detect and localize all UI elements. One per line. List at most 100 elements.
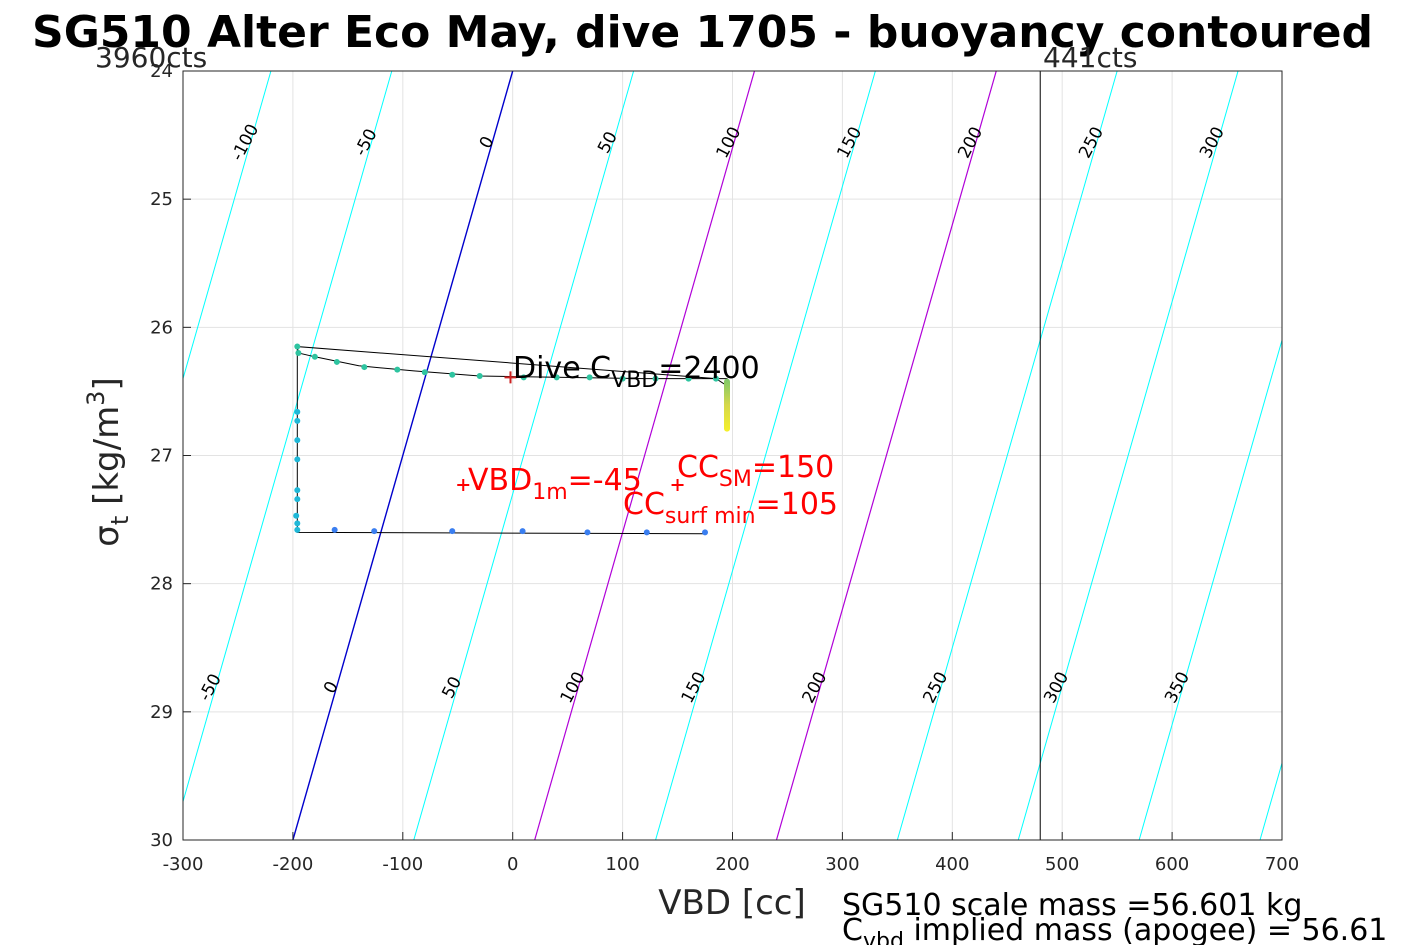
contour-line bbox=[534, 71, 756, 840]
climb-point bbox=[449, 528, 456, 535]
footer-c: C bbox=[842, 913, 863, 945]
climb-point bbox=[702, 529, 709, 536]
climb-point bbox=[293, 512, 300, 519]
descent-point bbox=[476, 373, 483, 380]
annotation-cc-surf-min: CCsurf min=105 bbox=[623, 487, 838, 529]
descent-point bbox=[333, 358, 340, 365]
ann-ccsurf-sub: surf min bbox=[665, 504, 756, 529]
x-tick-label: -300 bbox=[163, 854, 204, 875]
data-points bbox=[293, 343, 731, 536]
chart-title: SG510 Alter Eco May, dive 1705 - buoyanc… bbox=[32, 7, 1373, 58]
ann-dive-sub: VBD bbox=[611, 368, 658, 393]
annotation-dive-cvbd: Dive CVBD=2400 bbox=[513, 351, 760, 393]
contour-line bbox=[655, 71, 876, 840]
x-tick-label: 0 bbox=[507, 854, 518, 875]
descent-point bbox=[311, 353, 318, 360]
y-tick-label: 30 bbox=[150, 830, 173, 851]
y-tick-label: 28 bbox=[150, 574, 173, 595]
y-label-sup: 3 bbox=[82, 391, 110, 406]
plus-marker bbox=[504, 371, 517, 384]
x-tick-label: 100 bbox=[605, 854, 639, 875]
footer-implied: implied mass (apogee) = 56.61 bbox=[904, 913, 1388, 945]
climb-point bbox=[294, 408, 301, 415]
ann-vbd-pre: VBD bbox=[468, 463, 532, 498]
y-tick-label: 27 bbox=[150, 446, 173, 467]
descent-point bbox=[685, 375, 692, 382]
ann-vbd-post: =-45 bbox=[568, 463, 642, 498]
dive-path-line bbox=[296, 346, 728, 535]
y-tick-label: 24 bbox=[150, 61, 173, 82]
descent-point bbox=[520, 374, 527, 381]
contour-line bbox=[775, 71, 997, 840]
ann-ccsm-pre: CC bbox=[677, 450, 719, 485]
plus-marker bbox=[457, 478, 470, 491]
ann-ccsurf-post: =105 bbox=[756, 487, 838, 522]
apogee-segment bbox=[724, 378, 731, 432]
contour-line bbox=[1017, 71, 1239, 840]
y-label-sigma: σ bbox=[87, 525, 127, 547]
climb-point bbox=[294, 487, 301, 494]
descent-point bbox=[553, 374, 560, 381]
climb-point bbox=[294, 456, 301, 463]
descent-point bbox=[295, 349, 302, 356]
footer-implied-mass: Cvbd implied mass (apogee) = 56.61 bbox=[842, 913, 1387, 945]
annotation-vbd-1m: VBD1m=-45 bbox=[468, 463, 642, 505]
x-tick-label: 400 bbox=[935, 854, 969, 875]
footer-scale-mass: SG510 scale mass =56.601 kg bbox=[842, 888, 1302, 923]
x-tick-label: -200 bbox=[272, 854, 313, 875]
ann-dive-post: =2400 bbox=[658, 351, 759, 386]
x-axis-label: VBD [cc] bbox=[658, 883, 806, 923]
descent-point bbox=[394, 366, 401, 373]
x-tick-label: -100 bbox=[382, 854, 423, 875]
ann-dive-pre: Dive C bbox=[513, 351, 611, 386]
ann-ccsurf-pre: CC bbox=[623, 487, 665, 522]
climb-point bbox=[371, 528, 378, 535]
y-tick-label: 26 bbox=[150, 317, 173, 338]
climb-point bbox=[643, 529, 650, 536]
climb-point bbox=[331, 526, 338, 533]
footer-c-sub: vbd bbox=[863, 929, 904, 945]
descent-point bbox=[361, 364, 368, 371]
descent-point bbox=[619, 375, 626, 382]
ann-vbd-sub: 1m bbox=[532, 480, 567, 505]
y-axis-label: σt [kg/m3] bbox=[82, 377, 134, 546]
climb-point bbox=[294, 417, 301, 424]
contour-line bbox=[0, 71, 150, 840]
contour-line bbox=[183, 71, 393, 804]
x-tick-label: 600 bbox=[1155, 854, 1189, 875]
contour-line bbox=[1138, 338, 1282, 840]
y-label-units: [kg/m bbox=[87, 406, 127, 516]
ann-ccsm-post: =150 bbox=[752, 450, 834, 485]
descent-point bbox=[421, 369, 428, 376]
descent-point bbox=[449, 371, 456, 378]
y-tick-label: 29 bbox=[150, 702, 173, 723]
top-label-441cts: 441cts bbox=[1043, 41, 1137, 74]
descent-point bbox=[713, 375, 720, 382]
contour-line bbox=[1381, 71, 1417, 840]
dive-path bbox=[296, 346, 728, 535]
contour-line bbox=[292, 71, 514, 840]
ann-ccsm-sub: SM bbox=[719, 467, 752, 492]
axis-ticks: -300 -200 -100 0 100 200 300 400 500 600 700 24 25 26… bbox=[150, 61, 1299, 875]
climb-point bbox=[294, 437, 301, 444]
buoyancy-contours bbox=[0, 71, 1417, 840]
climb-point bbox=[294, 526, 301, 533]
annotation-cc-sm: CCSM=150 bbox=[677, 450, 834, 492]
y-label-sub: t bbox=[106, 516, 134, 525]
descent-point bbox=[652, 375, 659, 382]
climb-point bbox=[294, 520, 301, 527]
top-label-3960cts: 3960cts bbox=[95, 41, 207, 74]
contour-line bbox=[183, 71, 272, 381]
climb-point bbox=[294, 496, 301, 503]
x-tick-label: 300 bbox=[825, 854, 859, 875]
descent-point bbox=[294, 343, 301, 350]
contour-line bbox=[0, 71, 29, 840]
y-label-close: ] bbox=[87, 377, 127, 390]
contour-line bbox=[413, 71, 635, 840]
climb-point bbox=[584, 529, 591, 536]
x-tick-label: 700 bbox=[1265, 854, 1299, 875]
plus-marker bbox=[671, 478, 684, 491]
climb-point bbox=[519, 528, 526, 535]
descent-point bbox=[586, 374, 593, 381]
